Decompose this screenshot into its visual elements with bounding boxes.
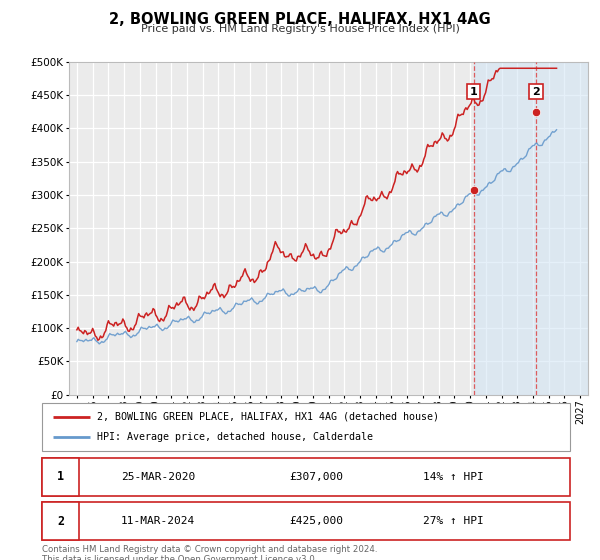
Text: Contains HM Land Registry data © Crown copyright and database right 2024.
This d: Contains HM Land Registry data © Crown c… (42, 545, 377, 560)
Text: 2, BOWLING GREEN PLACE, HALIFAX, HX1 4AG (detached house): 2, BOWLING GREEN PLACE, HALIFAX, HX1 4AG… (97, 412, 439, 422)
Text: 2: 2 (532, 87, 540, 96)
Text: 14% ↑ HPI: 14% ↑ HPI (424, 472, 484, 482)
Bar (473, 62, 588, 395)
Text: £307,000: £307,000 (290, 472, 344, 482)
Text: 1: 1 (57, 470, 64, 483)
Bar (42, 502, 79, 540)
Text: Price paid vs. HM Land Registry's House Price Index (HPI): Price paid vs. HM Land Registry's House … (140, 24, 460, 34)
Text: 27% ↑ HPI: 27% ↑ HPI (424, 516, 484, 526)
Text: 2: 2 (57, 515, 64, 528)
Text: 25-MAR-2020: 25-MAR-2020 (121, 472, 195, 482)
Bar (42, 458, 79, 496)
Text: £425,000: £425,000 (290, 516, 344, 526)
Text: 11-MAR-2024: 11-MAR-2024 (121, 516, 195, 526)
Text: 2, BOWLING GREEN PLACE, HALIFAX, HX1 4AG: 2, BOWLING GREEN PLACE, HALIFAX, HX1 4AG (109, 12, 491, 27)
Text: 1: 1 (470, 87, 478, 96)
Text: HPI: Average price, detached house, Calderdale: HPI: Average price, detached house, Cald… (97, 432, 373, 442)
